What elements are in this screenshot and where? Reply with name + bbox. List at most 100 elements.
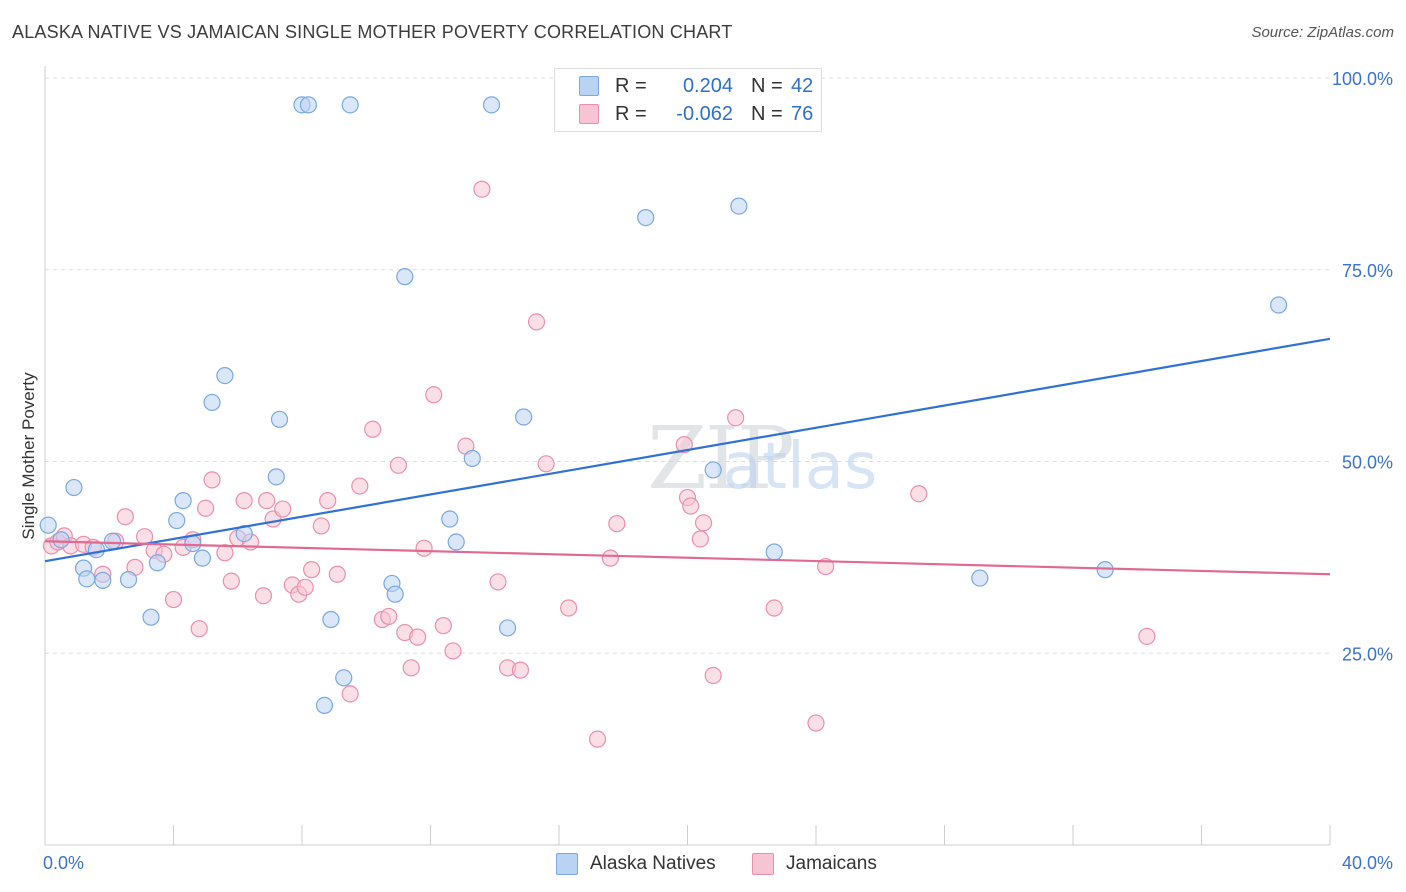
alaska-natives-point [1269,296,1288,314]
y-axis-label: Single Mother Poverty [19,372,38,540]
alaska-natives-point [463,449,481,468]
jamaicans-point [380,607,398,626]
r-value: 0.204 [682,74,733,97]
jamaicans-point [351,477,369,495]
alaska-natives-point [482,96,501,114]
jamaicans-point [765,599,783,617]
jamaicans-point [341,685,359,703]
jamaicans-point [537,455,555,473]
jamaicans-point [116,508,134,526]
jamaicans-point [274,500,292,518]
alaska-natives-point [765,543,783,561]
jamaicans-point [694,514,713,532]
jamaicans-point [164,590,183,609]
alaska-natives-point [235,524,253,543]
alaska-natives-point [322,610,340,629]
jamaicans-point [415,539,433,557]
jamaicans-point [434,617,452,635]
jamaicans-point [389,456,407,474]
jamaicans-point [727,409,745,427]
alaska-natives-point [270,410,289,428]
jamaicans-point [235,492,253,510]
jamaicans-point [691,530,709,548]
alaska-natives-point [499,619,517,637]
alaska-natives-point [637,208,655,227]
alaska-natives-point [119,571,138,589]
n-label: N = [751,74,783,97]
correlation-legend: R = 0.204 N = 42 R = -0.062 N = 76 [554,68,822,132]
alaska-natives-point [216,366,234,385]
r-value: -0.062 [676,102,733,125]
axes [44,66,1331,846]
alaska-natives-point [193,549,212,567]
n-value: 42 [791,74,814,97]
y-tick-label: 100.0% [1332,69,1393,89]
alaska-natives-points [39,96,1288,715]
jamaicans-point [296,578,314,596]
alaska-natives-point [148,554,167,572]
watermark: ZIP [647,409,793,509]
blue-swatch [579,76,599,96]
jamaicans-point [704,666,722,685]
tick-labels: 25.0% 50.0% 75.0% 100.0% 0.0% 40.0% [43,69,1393,873]
source-label: Source: ZipAtlas.com [1251,24,1394,41]
jamaicans-point [190,620,208,638]
alaska-natives-point [39,516,57,534]
y-tick-label: 50.0% [1342,453,1393,473]
y-tick-label: 25.0% [1342,644,1393,664]
jamaicans-point [489,573,507,591]
n-label: N = [751,102,783,125]
alaska-natives-point [267,468,285,486]
alaska-natives-point [103,532,122,550]
legend-label: Alaska Natives [590,853,716,874]
jamaicans-point [364,420,382,438]
jamaicans-point [807,714,825,732]
chart-title: ALASKA NATIVE VS JAMAICAN SINGLE MOTHER … [12,22,733,42]
jamaicans-point [910,485,928,503]
jamaicans-point [312,517,330,535]
legend-row-jamaicans: R = -0.062 N = 76 [579,101,813,127]
jamaicans-point [511,661,530,679]
alaska-natives-point [515,408,533,426]
x-tick-label: 40.0% [1342,853,1393,873]
alaska-natives-point [142,608,160,626]
jamaicans-point [1138,627,1156,645]
alaska-natives-point [94,571,112,589]
alaska-natives-point [78,570,96,588]
jamaicans-point [258,492,276,510]
alaska-natives-point [168,511,186,530]
alaska-natives-point [315,696,334,715]
watermark-atlas: atlas [723,430,878,504]
alaska-natives-point [971,569,989,587]
alaska-natives-point [704,461,722,479]
y-tick-label: 75.0% [1342,261,1393,281]
alaska-natives-point [447,533,465,551]
legend-item-jamaicans: Jamaicans [752,851,877,877]
alaska-natives-point [65,478,83,497]
alaska-natives-point [396,268,414,286]
jamaicans-point [682,497,700,515]
n-value: 76 [791,102,814,125]
alaska-natives-point [299,96,318,114]
jamaicans-point [425,386,443,404]
legend-label: Jamaicans [786,853,877,874]
jamaicans-point [817,557,835,576]
jamaicans-point [675,436,693,454]
jamaicans-point [222,572,240,590]
alaska-natives-point [203,393,221,412]
alaska-natives-point [52,531,70,549]
alaska-natives-point [184,534,202,553]
jamaicans-point [216,544,234,562]
grid-lines [45,77,1330,654]
jamaicans-point [303,561,321,579]
x-tick-label: 0.0% [43,853,84,873]
jamaicans-point [473,180,491,198]
legend-item-alaska-natives: Alaska Natives [556,851,716,877]
jamaicans-point [254,587,273,605]
jamaicans-point [409,628,427,646]
alaska-natives-point [174,492,192,510]
alaska-natives-point [341,96,359,114]
alaska-natives-point [730,197,748,215]
pink-swatch [579,104,599,124]
